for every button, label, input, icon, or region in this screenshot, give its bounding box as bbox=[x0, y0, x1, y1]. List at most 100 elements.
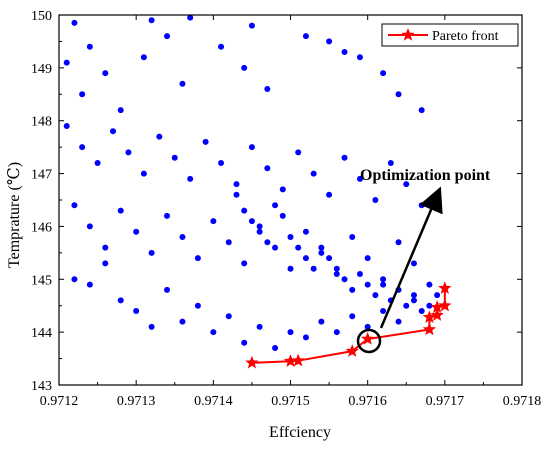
scatter-point bbox=[279, 212, 286, 219]
scatter-point bbox=[102, 244, 109, 251]
scatter-point bbox=[380, 276, 387, 283]
scatter-point bbox=[418, 202, 425, 209]
x-axis-title: Effciency bbox=[269, 424, 331, 441]
scatter-point bbox=[264, 165, 271, 172]
scatter-point bbox=[364, 255, 371, 262]
y-tick-label: 143 bbox=[31, 379, 52, 394]
scatter-point bbox=[179, 234, 186, 240]
legend-box bbox=[381, 23, 519, 47]
axes: 0.9712 0.9713 0.9714 0.9715 0.9716 0.9717 0.97… bbox=[31, 9, 541, 409]
scatter-point bbox=[310, 265, 317, 272]
pareto-series bbox=[245, 281, 452, 369]
scatter-points bbox=[63, 14, 441, 351]
scatter-point bbox=[395, 239, 402, 246]
scatter-point bbox=[295, 244, 302, 251]
scatter-point bbox=[233, 191, 240, 198]
scatter-point bbox=[264, 239, 271, 246]
scatter-point bbox=[434, 292, 441, 299]
scatter-point bbox=[287, 265, 294, 272]
scatter-point bbox=[63, 123, 70, 129]
scatter-point bbox=[318, 244, 325, 251]
scatter-point bbox=[94, 160, 101, 166]
scatter-point bbox=[187, 14, 194, 21]
scatter-point bbox=[418, 308, 425, 314]
scatter-point bbox=[164, 33, 171, 40]
legend-label-pareto-front: Pareto front bbox=[432, 29, 499, 44]
scatter-point bbox=[248, 22, 255, 29]
scatter-point bbox=[310, 170, 317, 177]
scatter-point bbox=[418, 107, 425, 114]
pareto-point bbox=[361, 332, 375, 345]
scatter-point bbox=[248, 144, 255, 151]
scatter-point bbox=[410, 292, 417, 299]
scatter-point bbox=[356, 54, 363, 61]
y-tick-label: 149 bbox=[31, 62, 52, 77]
scatter-point bbox=[272, 244, 279, 251]
scatter-point bbox=[395, 318, 402, 325]
scatter-point bbox=[233, 181, 240, 188]
scatter-point bbox=[403, 302, 410, 309]
scatter-point bbox=[326, 38, 333, 45]
scatter-point bbox=[140, 54, 147, 61]
pareto-point bbox=[283, 354, 298, 367]
pareto-point bbox=[430, 300, 444, 313]
scatter-point bbox=[63, 59, 70, 66]
scatter-point bbox=[349, 234, 356, 240]
scatter-point bbox=[364, 323, 371, 330]
scatter-point bbox=[148, 323, 155, 330]
scatter-point bbox=[156, 133, 163, 140]
scatter-point bbox=[164, 286, 171, 293]
x-tick-label: 0.9714 bbox=[194, 394, 233, 409]
scatter-point bbox=[241, 339, 248, 346]
scatter-point bbox=[333, 271, 340, 277]
scatter-point bbox=[380, 70, 387, 77]
scatter-point bbox=[272, 345, 279, 351]
optimization-point-marker bbox=[356, 328, 382, 354]
scatter-point bbox=[426, 302, 433, 309]
scatter-point bbox=[372, 292, 379, 299]
scatter-point bbox=[302, 255, 309, 262]
scatter-point bbox=[133, 308, 140, 314]
y-axis-title: Temprature (℃) bbox=[6, 162, 23, 268]
scatter-point bbox=[179, 318, 186, 325]
scatter-point bbox=[225, 239, 232, 246]
scatter-point bbox=[241, 64, 248, 71]
x-tick-label: 0.9713 bbox=[117, 394, 156, 409]
pareto-point bbox=[438, 298, 452, 312]
scatter-point bbox=[256, 223, 263, 230]
scatter-point bbox=[133, 228, 140, 235]
scatter-point bbox=[341, 154, 348, 161]
y-tick-label: 147 bbox=[31, 168, 52, 183]
scatter-point bbox=[148, 17, 155, 24]
scatter-point bbox=[86, 223, 93, 230]
scatter-point bbox=[71, 19, 78, 26]
scatter-point bbox=[326, 191, 333, 198]
pareto-point bbox=[438, 281, 452, 294]
scatter-point bbox=[79, 91, 86, 98]
scatter-point bbox=[333, 329, 340, 336]
scatter-point bbox=[140, 170, 147, 177]
scatter-point bbox=[426, 281, 433, 288]
scatter-point bbox=[356, 175, 363, 182]
scatter-point bbox=[341, 49, 348, 55]
scatter-point bbox=[264, 86, 271, 92]
scatter-point bbox=[187, 175, 194, 182]
scatter-point bbox=[86, 43, 93, 50]
scatter-point bbox=[256, 323, 263, 330]
scatter-point bbox=[79, 144, 86, 151]
scatter-point bbox=[241, 260, 248, 267]
scatter-point bbox=[302, 228, 309, 235]
scatter-point bbox=[364, 281, 371, 288]
pareto-point bbox=[245, 355, 259, 369]
scatter-point bbox=[194, 302, 201, 309]
scatter-point bbox=[117, 297, 124, 304]
scatter-point bbox=[318, 318, 325, 325]
scatter-point bbox=[287, 329, 294, 336]
scatter-point bbox=[272, 202, 279, 209]
y-tick-label: 148 bbox=[31, 115, 52, 130]
scatter-point bbox=[256, 228, 263, 235]
x-tick-label: 0.9716 bbox=[348, 394, 387, 409]
scatter-point bbox=[279, 186, 286, 193]
scatter-point bbox=[225, 313, 232, 320]
